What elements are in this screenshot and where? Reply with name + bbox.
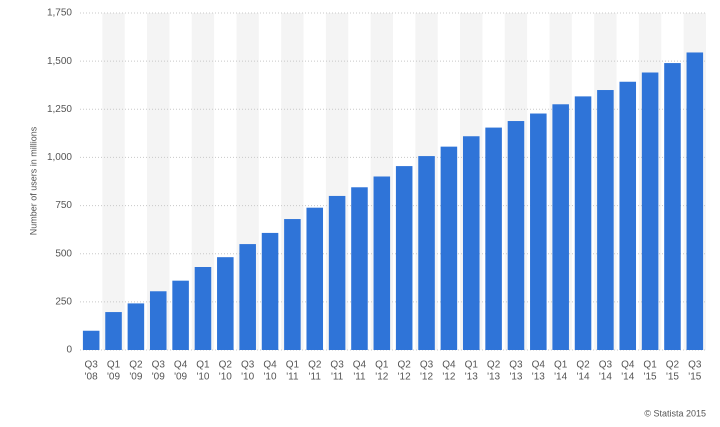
band-stripe (147, 13, 170, 350)
x-tick-label: Q1 (554, 360, 568, 371)
x-tick-label: Q3 (152, 360, 166, 371)
x-tick-label: '14 (577, 372, 590, 383)
x-tick-label: Q4 (353, 360, 367, 371)
x-tick-label: Q1 (375, 360, 389, 371)
x-tick-label: '12 (398, 372, 411, 383)
x-tick-label: '14 (621, 372, 634, 383)
bar (105, 312, 122, 350)
x-tick-label: '10 (241, 372, 254, 383)
x-tick-label: Q2 (398, 360, 412, 371)
y-tick-label: 250 (55, 296, 72, 307)
band-stripe (102, 13, 125, 350)
bar (328, 195, 346, 350)
bar (597, 90, 614, 351)
x-tick-label: '11 (353, 372, 366, 383)
bar (418, 156, 435, 350)
x-tick-label: '12 (375, 372, 388, 383)
source: © Statista 2015 (644, 408, 706, 418)
bar (194, 267, 212, 350)
x-tick-label: Q3 (599, 360, 613, 371)
bar (664, 63, 681, 350)
x-tick-label: Q3 (420, 360, 434, 371)
bar (574, 96, 592, 351)
x-tick-label: '13 (509, 372, 522, 383)
bar (284, 219, 301, 350)
x-tick-label: Q1 (196, 360, 210, 371)
bar (485, 127, 502, 350)
bar (462, 136, 480, 350)
y-tick-label: 0 (66, 345, 72, 356)
bar (373, 176, 391, 350)
x-tick-label: '11 (286, 372, 299, 383)
x-tick-label: Q2 (576, 360, 590, 371)
x-tick-label: '13 (532, 372, 545, 383)
x-tick-label: Q3 (241, 360, 255, 371)
x-tick-label: '11 (331, 372, 344, 383)
y-axis-label: Number of users in millions (28, 126, 38, 235)
x-tick-label: '12 (420, 372, 433, 383)
x-tick-label: '09 (152, 372, 165, 383)
x-tick-label: '14 (554, 372, 567, 383)
bar (261, 232, 279, 350)
x-tick-label: Q4 (174, 360, 188, 371)
x-tick-label: '10 (264, 372, 277, 383)
y-tick-label: 1,000 (47, 152, 72, 163)
x-tick-label: Q3 (688, 360, 702, 371)
x-tick-label: '08 (85, 372, 98, 383)
bar (149, 291, 167, 350)
bar (530, 113, 547, 351)
bar (440, 146, 458, 350)
bar (619, 81, 637, 351)
x-tick-label: Q1 (465, 360, 479, 371)
x-tick-label: Q4 (442, 360, 456, 371)
bar (239, 244, 256, 350)
x-tick-label: '15 (666, 372, 679, 383)
x-tick-label: '13 (465, 372, 478, 383)
x-tick-label: Q1 (643, 360, 657, 371)
x-tick-label: Q1 (107, 360, 121, 371)
y-tick-label: 750 (55, 200, 72, 211)
x-tick-label: Q3 (509, 360, 523, 371)
x-tick-label: Q4 (263, 360, 277, 371)
x-tick-label: Q2 (308, 360, 322, 371)
x-tick-label: Q2 (219, 360, 233, 371)
bar (306, 207, 324, 350)
x-tick-label: Q3 (330, 360, 344, 371)
x-tick-label: '10 (219, 372, 232, 383)
x-tick-label: '15 (644, 372, 657, 383)
x-tick-label: Q2 (487, 360, 501, 371)
bar (552, 104, 569, 350)
x-tick-label: '14 (599, 372, 612, 383)
x-tick-label: '09 (107, 372, 120, 383)
band-stripe (191, 13, 215, 350)
bar (686, 52, 704, 350)
bar (217, 257, 234, 350)
x-tick-label: Q3 (85, 360, 99, 371)
y-tick-label: 1,500 (47, 56, 72, 67)
x-tick-label: '11 (309, 372, 322, 383)
bar (641, 72, 659, 350)
bar (351, 187, 368, 350)
x-tick-label: '12 (442, 372, 455, 383)
x-tick-label: '10 (196, 372, 209, 383)
x-tick-label: Q2 (129, 360, 143, 371)
x-tick-label: '15 (688, 372, 701, 383)
x-tick-label: Q2 (666, 360, 680, 371)
y-tick-label: 1,750 (47, 8, 72, 19)
x-tick-label: '09 (174, 372, 187, 383)
y-tick-label: 1,250 (47, 104, 72, 115)
x-tick-label: Q1 (286, 360, 300, 371)
bar (172, 280, 189, 350)
x-tick-label: '09 (129, 372, 142, 383)
y-tick-label: 500 (55, 248, 72, 259)
bar (127, 303, 145, 350)
bar (507, 121, 525, 351)
x-tick-label: Q4 (532, 360, 546, 371)
bar (395, 166, 413, 350)
x-tick-label: '13 (487, 372, 500, 383)
x-tick-label: Q4 (621, 360, 635, 371)
bar (82, 330, 100, 350)
